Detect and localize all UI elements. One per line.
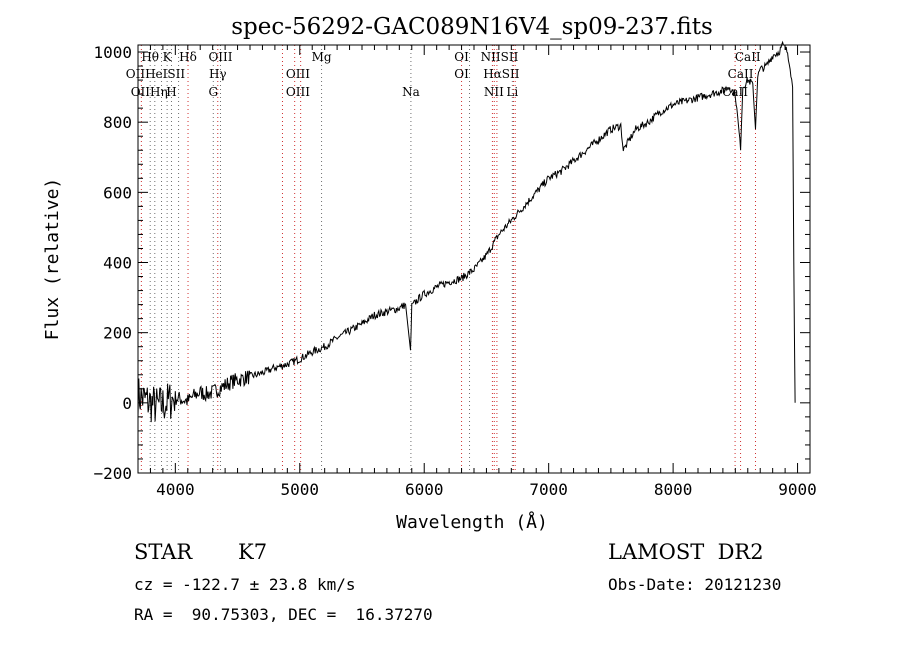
- y-tick-label: 400: [103, 254, 132, 273]
- y-tick-label: 1000: [93, 43, 132, 62]
- spectral-line-label: Hγ: [209, 67, 227, 81]
- spectral-line-label: Li: [506, 85, 518, 99]
- spectral-line-label: OIII: [286, 85, 310, 99]
- y-axis: −200 0 200 400 600 800 1000: [93, 43, 810, 483]
- chart-title: spec-56292-GAC089N16V4_sp09-237.fits: [231, 14, 713, 40]
- y-tick-label: 600: [103, 183, 132, 202]
- spectral-line-label: OI: [454, 67, 469, 81]
- absorption-line-markers: [149, 45, 513, 473]
- spectral-line-label: OIII: [286, 67, 310, 81]
- x-tick-label: 9000: [778, 480, 817, 499]
- y-axis-label: Flux (relative): [42, 178, 63, 341]
- spectral-line-label: H: [166, 85, 176, 99]
- spectral-line-label: NIISII: [481, 50, 519, 64]
- object-class: STAR: [134, 540, 193, 564]
- emission-line-markers: [140, 45, 756, 473]
- spectral-line-label: Hδ: [179, 50, 197, 64]
- spectral-line-label: Mg: [312, 50, 332, 64]
- x-tick-label: 5000: [281, 480, 320, 499]
- x-axis-label: Wavelength (Å): [396, 511, 548, 533]
- spectral-line-label: G: [208, 85, 218, 99]
- x-tick-label: 6000: [405, 480, 444, 499]
- survey-name: LAMOST DR2: [608, 540, 764, 564]
- y-tick-label: −200: [93, 464, 132, 483]
- spectral-line-label: OI: [454, 50, 469, 64]
- object-subclass: K7: [238, 540, 268, 564]
- spectrum-line: [137, 40, 796, 423]
- spectral-line-label: CaII: [735, 50, 761, 64]
- x-axis: 4000 5000 6000 7000 8000 9000: [137, 45, 817, 499]
- spectral-line-label: OIIHη: [131, 85, 168, 99]
- x-tick-label: 8000: [654, 480, 693, 499]
- coordinates: RA = 90.75303, DEC = 16.37270: [134, 605, 433, 624]
- spectral-line-label: Na: [402, 85, 420, 99]
- y-tick-label: 0: [122, 394, 132, 413]
- y-tick-label: 200: [103, 324, 132, 343]
- redshift-velocity: cz = -122.7 ± 23.8 km/s: [134, 575, 356, 594]
- spectral-line-label: OIIHeISII: [126, 67, 186, 81]
- observation-date: Obs-Date: 20121230: [608, 575, 782, 594]
- x-tick-label: 7000: [529, 480, 568, 499]
- spectral-line-label: CaII: [728, 67, 754, 81]
- spectral-line-label: OIII: [208, 50, 232, 64]
- spectral-line-label: Hθ: [141, 50, 159, 64]
- spectral-line-label: NII: [484, 85, 504, 99]
- y-tick-label: 800: [103, 113, 132, 132]
- spectral-line-label: K: [163, 50, 173, 64]
- x-tick-label: 4000: [156, 480, 195, 499]
- plot-frame: [137, 44, 811, 474]
- spectral-line-label: HαSII: [483, 67, 520, 81]
